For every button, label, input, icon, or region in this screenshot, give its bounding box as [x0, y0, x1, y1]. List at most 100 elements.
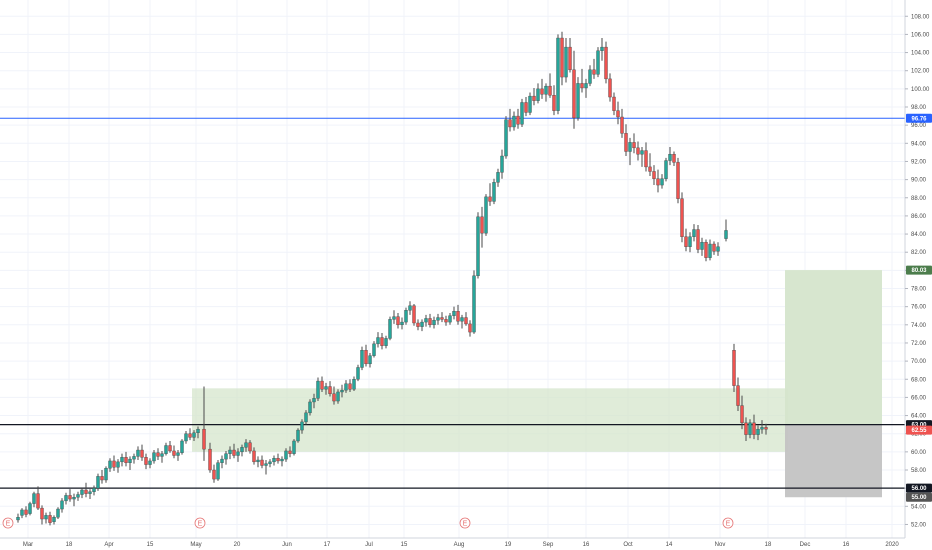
- price-tag: [906, 492, 932, 502]
- y-tick-label: 100.00: [911, 87, 930, 93]
- y-tick-label: 98.00: [911, 105, 927, 111]
- y-tick-label: 58.00: [911, 468, 927, 474]
- candle-down: [24, 509, 28, 515]
- x-tick-label: Mar: [23, 542, 33, 548]
- candle-down: [648, 166, 652, 172]
- y-tick-label: 84.00: [911, 232, 927, 238]
- candle-down: [672, 154, 676, 163]
- price-tag: [906, 265, 932, 275]
- candle-up: [180, 440, 184, 453]
- candle-down: [248, 442, 252, 452]
- candle-up: [420, 321, 424, 327]
- y-tick-label: 66.00: [911, 395, 927, 401]
- candle-down: [696, 229, 700, 250]
- candle-up: [32, 493, 36, 504]
- x-tick-label: 18: [765, 542, 772, 548]
- candle-up: [148, 460, 152, 465]
- time-axis[interactable]: Mar 18 Apr 15 May 20 Jun 17 Jul 15 Aug 19 Sep 16 Oct 14…: [23, 542, 900, 548]
- earnings-event-marker: [459, 517, 471, 529]
- y-tick-label: 60.00: [911, 450, 927, 456]
- y-tick-label: 70.00: [911, 359, 927, 365]
- y-tick-label: 82.00: [911, 250, 927, 256]
- candle-down: [524, 102, 528, 113]
- earnings-event-marker: [722, 517, 734, 529]
- candle-down: [208, 448, 212, 471]
- candle-up: [476, 216, 480, 277]
- y-tick-label: 76.00: [911, 305, 927, 311]
- candle-down: [456, 310, 460, 322]
- y-tick-label: 68.00: [911, 377, 927, 383]
- candle-down: [624, 133, 628, 152]
- price-tag-label: 80.03: [911, 268, 927, 274]
- y-tick-label: 108.00: [911, 14, 930, 20]
- candle-down: [680, 198, 684, 237]
- candle-down: [636, 147, 640, 155]
- y-tick-label: 94.00: [911, 141, 927, 147]
- x-tick-label: Jul: [365, 542, 373, 548]
- candle-up: [292, 440, 296, 454]
- y-tick-label: 96.00: [911, 123, 927, 129]
- candle-down: [612, 96, 616, 111]
- candles: [16, 31, 768, 526]
- candle-down: [744, 422, 748, 435]
- candle-up: [272, 458, 276, 463]
- candle-down: [380, 337, 384, 346]
- candle-down: [172, 450, 176, 456]
- x-tick-label: 16: [583, 542, 590, 548]
- candle-up: [376, 337, 380, 345]
- earnings-event-label: E: [463, 520, 468, 527]
- candle-up: [108, 460, 112, 469]
- candle-up: [256, 459, 260, 463]
- candle-down: [212, 469, 216, 480]
- x-tick-label: 18: [66, 542, 73, 548]
- candle-up: [432, 320, 436, 326]
- candle-down: [592, 69, 596, 75]
- candle-up: [96, 476, 100, 489]
- candle-down: [428, 318, 432, 326]
- zones: [192, 270, 882, 498]
- candle-down: [572, 69, 576, 119]
- candle-up: [660, 178, 664, 186]
- candle-up: [708, 243, 712, 258]
- candle-up: [16, 517, 20, 521]
- y-tick-label: 104.00: [911, 51, 930, 57]
- candle-up: [120, 457, 124, 463]
- earnings-event-label: E: [198, 520, 203, 527]
- candle-up: [88, 491, 92, 494]
- earnings-event-label: E: [6, 520, 11, 527]
- candle-up: [564, 46, 568, 78]
- candle-up: [700, 242, 704, 250]
- candle-down: [656, 178, 660, 186]
- candle-down: [632, 142, 636, 149]
- candle-up: [60, 500, 64, 510]
- y-tick-label: 54.00: [911, 504, 927, 510]
- candle-up: [92, 487, 96, 492]
- candle-up: [500, 155, 504, 173]
- candle-down: [348, 383, 352, 390]
- earnings-event-marker: [194, 517, 206, 529]
- candle-up: [160, 453, 164, 457]
- candle-up: [220, 458, 224, 463]
- candle-up: [496, 172, 500, 183]
- candle-up: [164, 445, 168, 454]
- candle-down: [168, 445, 172, 452]
- candle-up: [336, 391, 340, 402]
- candle-down: [568, 46, 572, 71]
- candle-up: [372, 343, 376, 356]
- candle-up: [224, 453, 228, 460]
- candle-down: [444, 319, 448, 323]
- candle-down: [260, 459, 264, 466]
- x-tick-label: Nov: [715, 542, 726, 548]
- price-tag-label: 62.55: [911, 428, 927, 434]
- x-tick-label: 20: [234, 542, 241, 548]
- y-tick-label: 74.00: [911, 323, 927, 329]
- candle-up: [504, 119, 508, 157]
- candle-up: [668, 154, 672, 161]
- price-tag-label: 56.00: [911, 486, 927, 492]
- candle-down: [552, 95, 556, 111]
- candle-up: [492, 182, 496, 202]
- candle-down: [676, 162, 680, 199]
- candle-up: [576, 83, 580, 119]
